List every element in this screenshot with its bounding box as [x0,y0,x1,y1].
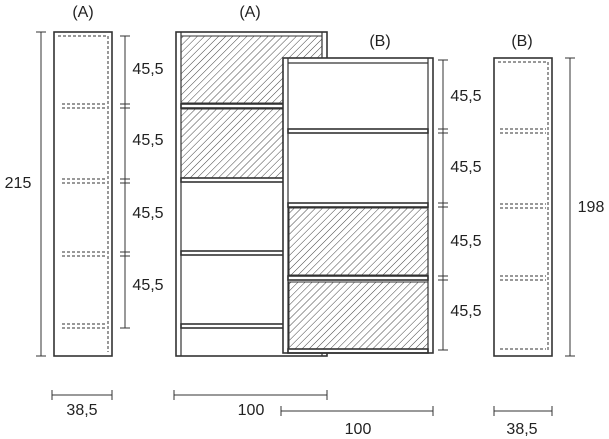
width-label: 100 [345,421,372,438]
spacing-label: 45,5 [450,233,481,250]
spacing-label: 45,5 [450,88,481,105]
width-label: 100 [238,402,265,419]
side-frame [53,31,113,357]
shelf [287,348,429,354]
shelf [287,128,429,134]
unit-tag: (A) [72,4,93,21]
unit-tag: (B) [369,33,390,50]
front-view-b: (B) 45,5 45,5 45,5 45,5 100 [280,33,482,438]
width-label: 38,5 [66,402,97,419]
spacing-label: 45,5 [132,132,163,149]
spacing-label: 45,5 [450,303,481,320]
spacing-label: 45,5 [450,159,481,176]
shelf [287,202,429,208]
side-frame [493,57,553,357]
side-view-b: (B) 198 38,5 [493,33,605,438]
spacing-label: 45,5 [132,205,163,222]
hatched-panel [288,281,429,350]
unit-tag: (A) [239,4,260,21]
shelf [287,275,429,281]
spacing-label: 45,5 [132,61,163,78]
side-view-a: (A) 215 45,5 45,5 45,5 45,5 38,5 [5,4,164,419]
spacing-label: 45,5 [132,277,163,294]
height-label: 198 [578,199,605,216]
height-label: 215 [5,175,32,192]
front-view-a: (A) 100 [173,4,328,419]
width-label: 38,5 [506,421,537,438]
hatched-panel [288,207,429,276]
unit-tag: (B) [511,33,532,50]
